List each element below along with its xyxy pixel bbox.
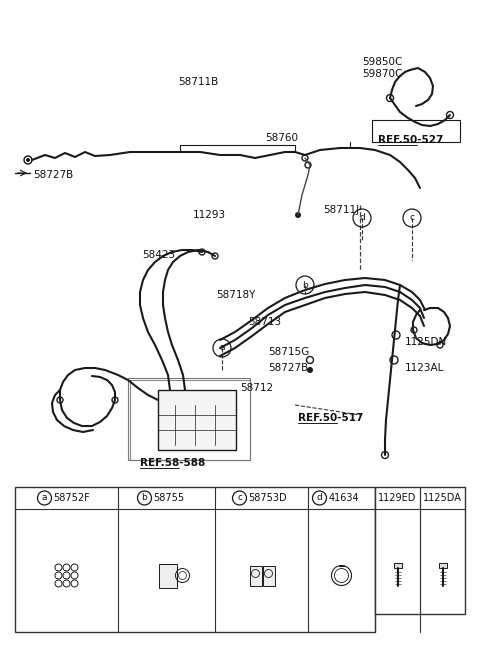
Text: 41634: 41634 (328, 493, 359, 503)
Text: REF.50-527: REF.50-527 (378, 135, 444, 145)
Text: 58727B: 58727B (33, 170, 73, 180)
Text: a: a (219, 343, 225, 352)
Text: b: b (142, 493, 147, 502)
Text: d: d (317, 493, 323, 502)
Text: 1129ED: 1129ED (378, 493, 417, 503)
Text: c: c (237, 493, 242, 502)
Text: a: a (42, 493, 47, 502)
Text: 58753D: 58753D (249, 493, 287, 503)
Bar (394, 563, 401, 567)
Text: 58711J: 58711J (323, 205, 359, 215)
Text: 58712: 58712 (240, 383, 273, 393)
Text: 58715G: 58715G (268, 347, 309, 357)
Bar (250, 565, 262, 586)
Text: 58423: 58423 (142, 250, 175, 260)
Circle shape (295, 212, 301, 218)
Bar (372, 120, 460, 142)
Text: 1125DN: 1125DN (405, 337, 447, 347)
Bar (128, 378, 250, 460)
Text: 58760: 58760 (265, 133, 298, 143)
Bar (158, 563, 177, 588)
Bar (263, 565, 275, 586)
Text: 1123AL: 1123AL (405, 363, 444, 373)
Text: 58755: 58755 (154, 493, 185, 503)
Text: 1125DA: 1125DA (423, 493, 462, 503)
Text: 58713: 58713 (248, 317, 281, 327)
Text: 11293: 11293 (193, 210, 226, 220)
Circle shape (307, 367, 313, 373)
Bar (375, 487, 465, 614)
Bar (158, 390, 236, 450)
Text: b: b (302, 280, 308, 290)
Text: REF.58-588: REF.58-588 (140, 458, 205, 468)
Text: REF.50-517: REF.50-517 (298, 413, 363, 423)
Text: 59850C: 59850C (362, 57, 402, 67)
Text: c: c (409, 214, 415, 223)
Text: 58711B: 58711B (178, 77, 218, 87)
Bar (439, 563, 446, 567)
Text: 59870C: 59870C (362, 69, 402, 79)
Bar (130, 380, 250, 460)
Text: 58718Y: 58718Y (216, 290, 255, 300)
Text: 58752F: 58752F (53, 493, 90, 503)
Circle shape (26, 158, 30, 162)
Text: 58727B: 58727B (268, 363, 308, 373)
Bar (15, 487, 375, 632)
Text: d: d (359, 214, 365, 223)
